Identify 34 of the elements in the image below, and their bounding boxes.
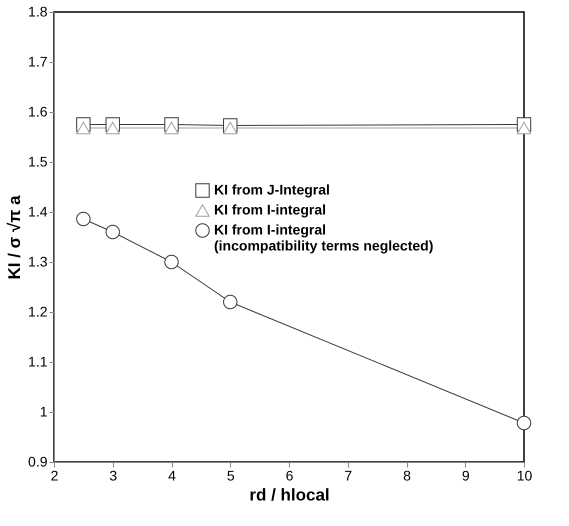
point — [76, 212, 91, 226]
y-axis-title: KI / σ √π a — [5, 194, 24, 280]
point — [106, 224, 120, 240]
y-tick-label: 1 — [40, 404, 48, 420]
point — [516, 122, 532, 134]
y-tick-label: 1.1 — [28, 354, 48, 370]
point — [516, 416, 532, 430]
legend-label: KI from J-Integral — [214, 182, 330, 198]
legend-label: KI from I-integral (incompatibility terms neglected) — [214, 222, 434, 254]
y-tick-label: 0.9 — [28, 454, 48, 470]
x-axis-title: rd / hlocal — [249, 486, 330, 504]
point — [223, 122, 238, 134]
x-tick-label: 4 — [168, 468, 176, 484]
point — [223, 294, 238, 310]
legend-label: KI from I-integral — [214, 202, 326, 218]
point — [106, 122, 120, 134]
y-tick-label: 1.7 — [28, 54, 48, 70]
x-tick-label: 7 — [344, 468, 352, 484]
x-tick-label: 3 — [109, 468, 118, 484]
point — [164, 122, 179, 134]
x-tick-label: 8 — [403, 468, 412, 484]
x-tick-label: 5 — [226, 468, 235, 484]
y-tick-label: 1.4 — [28, 204, 48, 220]
y-tick-label: 1.6 — [28, 104, 48, 120]
y-tick-label: 1.5 — [28, 154, 48, 170]
point — [164, 254, 179, 270]
point — [76, 122, 91, 134]
y-tick-label: 1.8 — [28, 4, 48, 20]
y-tick-label: 1.3 — [28, 254, 48, 270]
x-tick-label: 6 — [286, 468, 294, 484]
x-tick-label: 9 — [462, 468, 470, 484]
x-tick-label: 10 — [516, 468, 532, 484]
x-tick-label: 2 — [50, 468, 59, 484]
y-tick-label: 1.2 — [28, 304, 48, 320]
